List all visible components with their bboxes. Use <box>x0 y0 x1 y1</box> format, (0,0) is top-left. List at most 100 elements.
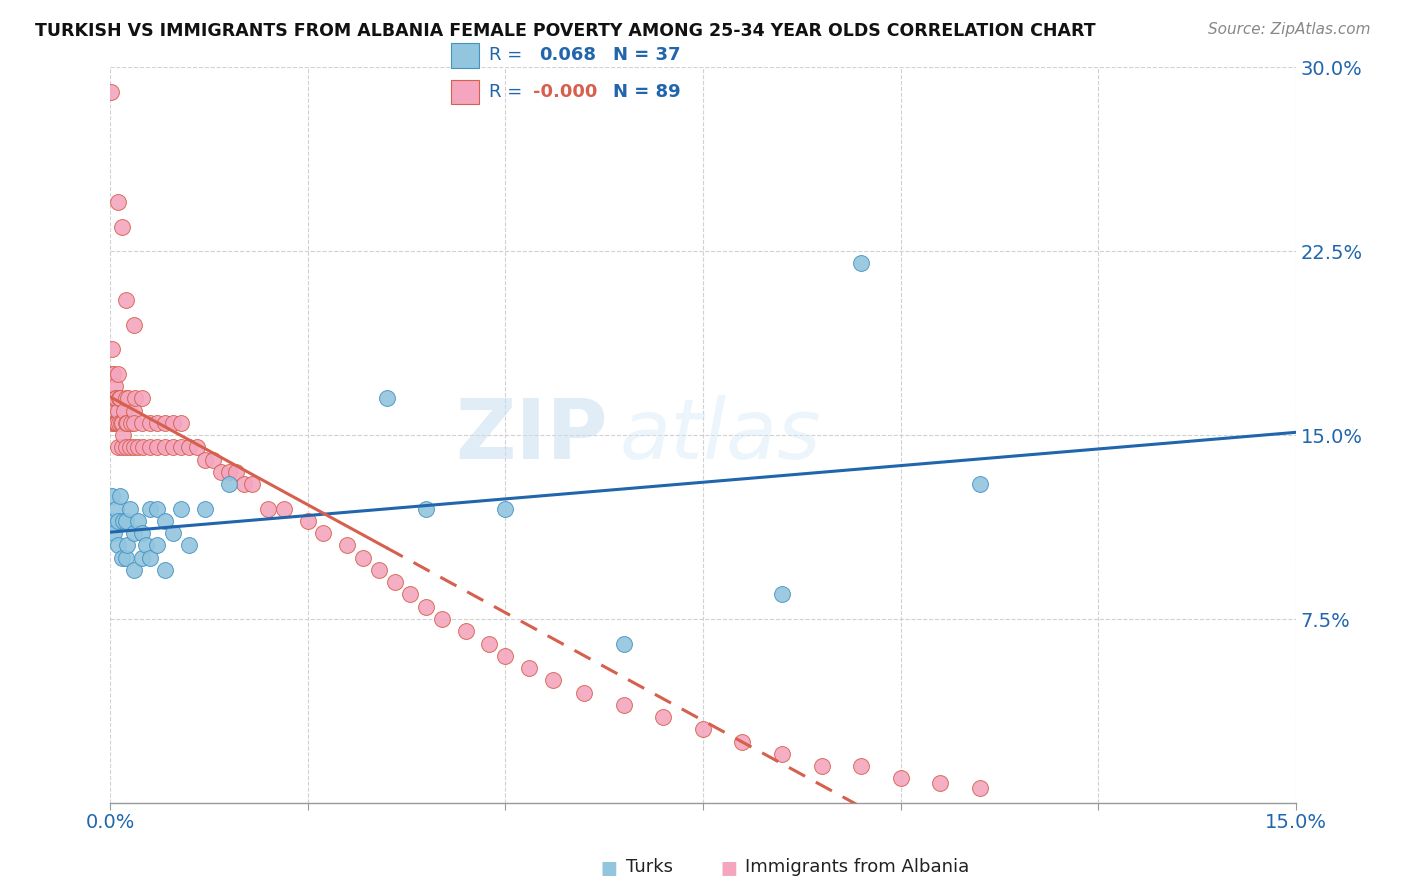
Point <box>194 452 217 467</box>
Point <box>209 465 232 479</box>
Text: -0.000: -0.000 <box>533 83 598 101</box>
Point <box>111 440 134 454</box>
Point <box>117 416 139 430</box>
Point <box>112 514 135 528</box>
Point <box>770 747 793 761</box>
Point <box>101 391 124 405</box>
Point <box>170 440 193 454</box>
Point <box>118 440 141 454</box>
Point <box>114 293 136 307</box>
Text: ZIP: ZIP <box>456 394 607 475</box>
Point <box>652 710 675 724</box>
Point <box>107 367 129 381</box>
Point <box>108 416 131 430</box>
Point <box>194 501 217 516</box>
Text: Immigrants from Albania: Immigrants from Albania <box>745 858 969 876</box>
Point <box>103 416 125 430</box>
Point <box>104 391 127 405</box>
Point <box>122 403 145 417</box>
Point <box>336 538 359 552</box>
Point <box>135 538 157 552</box>
Text: Source: ZipAtlas.com: Source: ZipAtlas.com <box>1208 22 1371 37</box>
Point <box>107 514 129 528</box>
Point <box>110 391 132 405</box>
Point <box>107 440 129 454</box>
Point <box>201 452 224 467</box>
Point <box>131 391 153 405</box>
Point <box>890 772 912 786</box>
Point <box>131 416 153 430</box>
Point <box>117 391 139 405</box>
Point <box>101 367 124 381</box>
Point <box>155 514 177 528</box>
Point <box>101 489 124 503</box>
Point <box>112 403 135 417</box>
Point <box>122 563 145 577</box>
Point <box>375 391 398 405</box>
Point <box>107 403 129 417</box>
Point <box>146 440 169 454</box>
Point <box>312 526 335 541</box>
Point <box>138 440 160 454</box>
Point <box>122 318 145 332</box>
Point <box>138 550 160 565</box>
Point <box>110 489 132 503</box>
Point <box>613 698 636 712</box>
Point <box>110 416 132 430</box>
Point <box>367 563 389 577</box>
Point <box>155 416 177 430</box>
Point <box>104 416 127 430</box>
Point <box>132 440 155 454</box>
Point <box>969 781 991 796</box>
Point <box>155 440 177 454</box>
Point <box>114 391 136 405</box>
Point <box>111 219 134 234</box>
Point <box>929 776 952 790</box>
Text: R =: R = <box>489 83 529 101</box>
Point <box>122 526 145 541</box>
Point <box>114 550 136 565</box>
Point <box>170 416 193 430</box>
Point <box>541 673 564 688</box>
Point <box>105 416 128 430</box>
Point <box>494 501 516 516</box>
Point <box>162 416 184 430</box>
Point <box>100 342 122 356</box>
Point <box>454 624 477 639</box>
Point <box>233 477 256 491</box>
Point <box>692 723 714 737</box>
Point <box>138 501 160 516</box>
Point <box>218 477 240 491</box>
Point <box>770 587 793 601</box>
Point <box>162 526 184 541</box>
Point <box>101 367 124 381</box>
Point <box>399 587 422 601</box>
Point <box>225 465 247 479</box>
Point <box>131 550 153 565</box>
Point <box>574 685 596 699</box>
Point <box>146 416 169 430</box>
Point <box>430 612 453 626</box>
Point <box>118 501 141 516</box>
Point <box>810 759 832 773</box>
Point <box>352 550 374 565</box>
Point <box>478 636 501 650</box>
Point <box>162 440 184 454</box>
Point <box>111 550 134 565</box>
Text: ▪: ▪ <box>600 853 619 881</box>
Text: 0.068: 0.068 <box>538 46 596 64</box>
Point <box>240 477 263 491</box>
Point <box>105 416 128 430</box>
Point <box>731 734 754 748</box>
Point <box>177 538 200 552</box>
Point <box>107 538 129 552</box>
Text: atlas: atlas <box>620 394 821 475</box>
Point <box>155 563 177 577</box>
Bar <box>451 44 478 68</box>
Point <box>257 501 280 516</box>
Point <box>517 661 540 675</box>
Text: R =: R = <box>489 46 529 64</box>
Point <box>218 465 240 479</box>
Bar <box>451 79 478 104</box>
Point <box>120 416 142 430</box>
